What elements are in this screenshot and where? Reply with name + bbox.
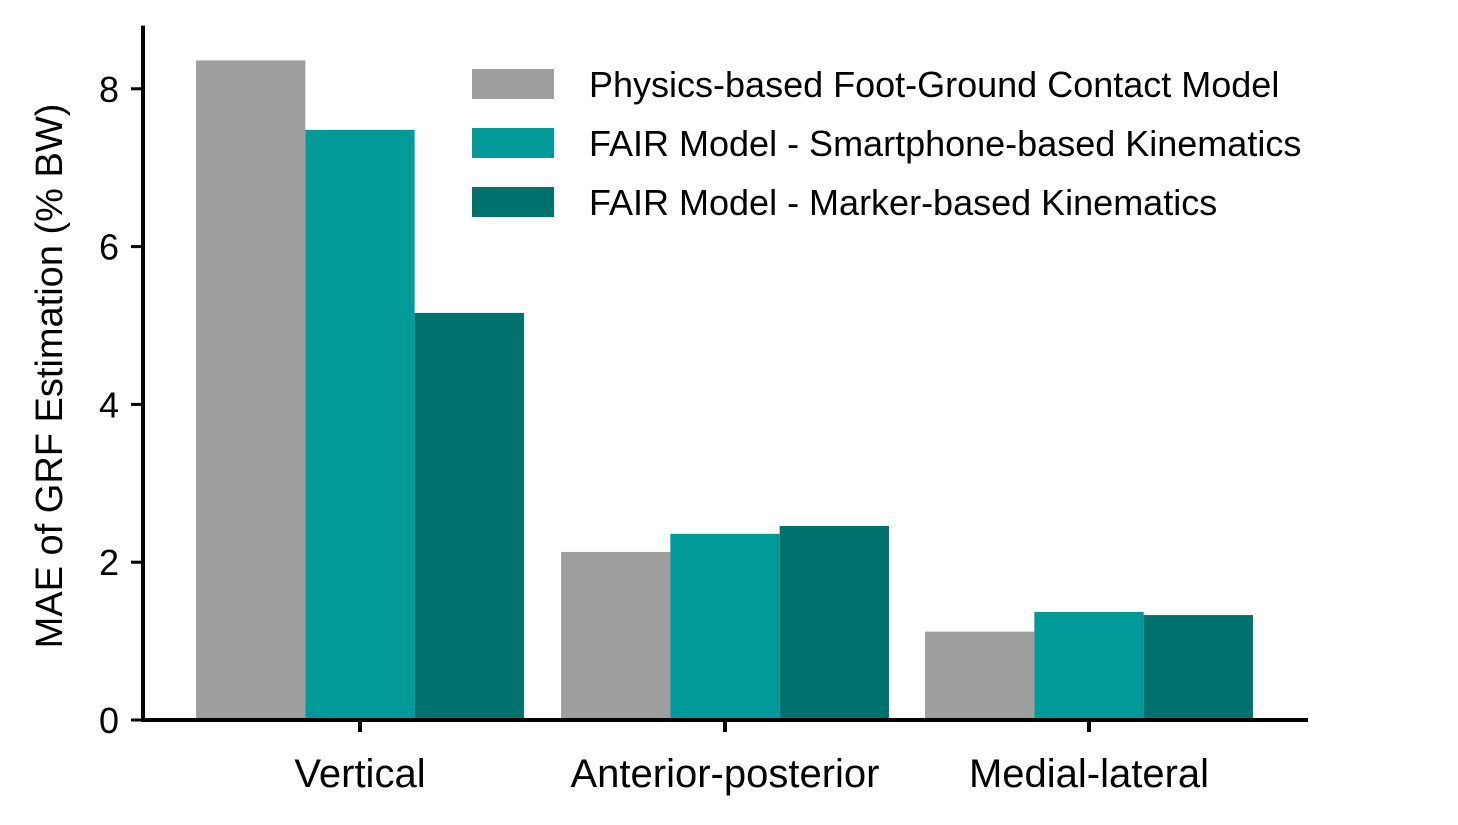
bars-layer bbox=[196, 60, 1253, 720]
x-tick-label: Medial-lateral bbox=[969, 752, 1209, 796]
y-tick-label: 6 bbox=[99, 227, 119, 268]
legend-label-series-3: FAIR Model - Marker-based Kinematics bbox=[589, 182, 1217, 223]
bar-anterior-posterior-series-3 bbox=[779, 525, 889, 720]
bar-medial-lateral-series-1 bbox=[925, 631, 1035, 720]
y-tick-label: 0 bbox=[99, 700, 119, 741]
legend-label-series-2: FAIR Model - Smartphone-based Kinematics bbox=[589, 123, 1301, 164]
y-tick-label: 8 bbox=[99, 69, 119, 110]
legend-swatch-series-2 bbox=[472, 128, 554, 158]
legend-label-series-1: Physics-based Foot-Ground Contact Model bbox=[589, 64, 1279, 105]
bar-vertical-series-2 bbox=[305, 129, 415, 720]
bar-vertical-series-3 bbox=[414, 312, 524, 720]
x-tick-label: Anterior-posterior bbox=[570, 752, 879, 796]
y-tick-label: 4 bbox=[99, 384, 119, 425]
bar-medial-lateral-series-2 bbox=[1034, 611, 1144, 720]
legend: Physics-based Foot-Ground Contact Model F… bbox=[472, 64, 1301, 223]
legend-swatch-series-3 bbox=[472, 187, 554, 217]
ticks-layer: 0 2 4 6 8 Vertical Anterior-posterior Medial-la… bbox=[99, 69, 1209, 796]
y-tick-label: 2 bbox=[99, 542, 119, 583]
x-tick-label: Vertical bbox=[294, 752, 425, 796]
bar-anterior-posterior-series-1 bbox=[561, 551, 671, 720]
y-axis-label: MAE of GRF Estimation (% BW) bbox=[29, 104, 71, 649]
legend-swatch-series-1 bbox=[472, 69, 554, 99]
bar-vertical-series-1 bbox=[196, 60, 306, 720]
bar-anterior-posterior-series-2 bbox=[670, 533, 780, 720]
bar-medial-lateral-series-3 bbox=[1143, 615, 1253, 720]
